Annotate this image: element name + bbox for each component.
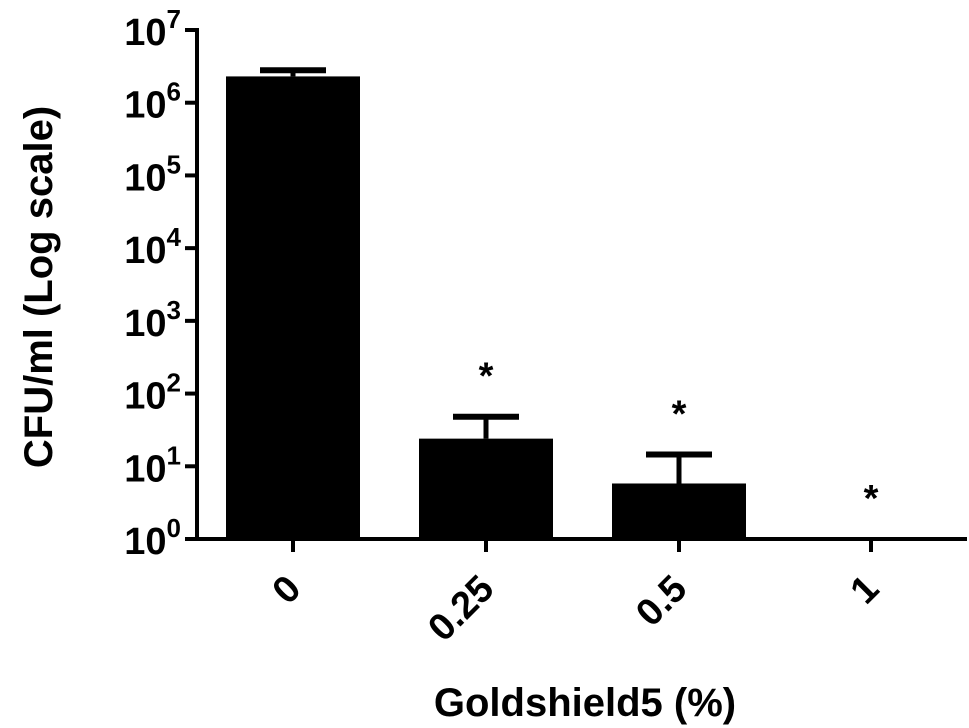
y-tick-label: 104: [124, 222, 181, 272]
significance-marker: *: [479, 356, 494, 398]
y-tick-label: 107: [124, 4, 181, 54]
bar: [612, 483, 746, 539]
y-tick-label: 101: [124, 440, 181, 490]
y-tick-label: 100: [124, 513, 181, 563]
significance-marker: *: [672, 394, 687, 436]
y-tick-label: 105: [124, 149, 181, 199]
y-axis-ticks: 100 101 102 103 104 105 106 107: [124, 4, 197, 563]
y-tick-label: 103: [124, 295, 181, 345]
y-tick-label: 102: [124, 368, 181, 418]
bars: * * *: [226, 67, 879, 540]
bar: [226, 76, 360, 540]
x-tick-label: 0.5: [628, 568, 695, 635]
y-axis-label: CFU/ml (Log scale): [17, 106, 61, 468]
significance-marker: *: [864, 478, 879, 520]
x-axis-label: Goldshield5 (%): [434, 681, 736, 725]
x-tick-label: 1: [843, 568, 888, 613]
bar: [419, 438, 553, 539]
x-tick-label: 0: [265, 568, 310, 613]
x-axis-ticks: 0 0.25 0.5 1: [265, 539, 888, 650]
x-tick-label: 0.25: [420, 568, 502, 650]
y-tick-label: 106: [124, 77, 181, 127]
